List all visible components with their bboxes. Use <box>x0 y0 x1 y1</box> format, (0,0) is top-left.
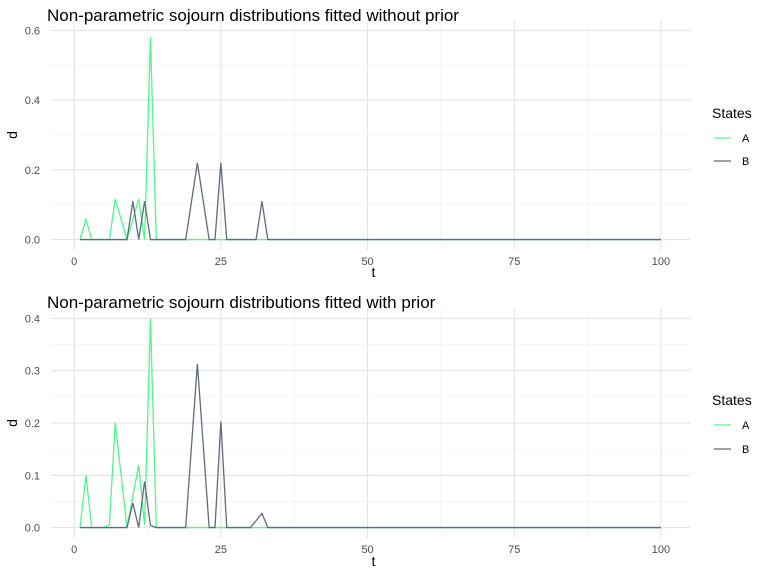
x-tick-label: 100 <box>652 256 670 268</box>
y-tick-label: 0.0 <box>25 235 40 247</box>
x-tick-label: 75 <box>508 256 520 268</box>
x-tick-label: 50 <box>361 256 373 268</box>
y-tick-label: 0.2 <box>25 165 40 177</box>
chart-title: Non-parametric sojourn distributions fit… <box>47 6 459 25</box>
legend-title: States <box>712 392 752 408</box>
series-line-b <box>80 162 661 241</box>
legend-label-a: A <box>742 133 750 145</box>
y-tick-label: 0.4 <box>25 95 40 107</box>
legend-label-a: A <box>742 420 750 432</box>
x-axis-label: t <box>372 264 376 280</box>
legend-label-b: B <box>742 444 749 456</box>
series-line-b <box>80 363 661 529</box>
legend-label-b: B <box>742 156 749 168</box>
x-tick-label: 0 <box>71 544 77 556</box>
y-tick-label: 0.2 <box>25 418 40 430</box>
x-tick-label: 0 <box>71 256 77 268</box>
x-tick-label: 75 <box>508 544 520 556</box>
legend: States AB <box>712 105 752 168</box>
y-tick-label: 0.1 <box>25 470 40 482</box>
y-axis-label: d <box>4 131 20 139</box>
chart-1: Non-parametric sojourn distributions fit… <box>4 6 752 280</box>
series-line-a <box>79 37 661 242</box>
x-tick-label: 25 <box>215 256 227 268</box>
y-axis-label: d <box>4 419 20 427</box>
legend-title: States <box>712 105 752 121</box>
y-tick-label: 0.3 <box>25 366 40 378</box>
x-tick-label: 100 <box>652 544 670 556</box>
y-tick-label: 0.4 <box>25 313 40 325</box>
y-tick-label: 0.6 <box>25 25 40 37</box>
x-tick-label: 25 <box>215 544 227 556</box>
legend: States AB <box>712 392 752 456</box>
x-axis-label: t <box>372 553 376 569</box>
chart-2: Non-parametric sojourn distributions fit… <box>4 293 752 569</box>
chart-title: Non-parametric sojourn distributions fit… <box>47 293 436 312</box>
y-tick-label: 0.0 <box>25 523 40 535</box>
x-tick-label: 50 <box>361 544 373 556</box>
